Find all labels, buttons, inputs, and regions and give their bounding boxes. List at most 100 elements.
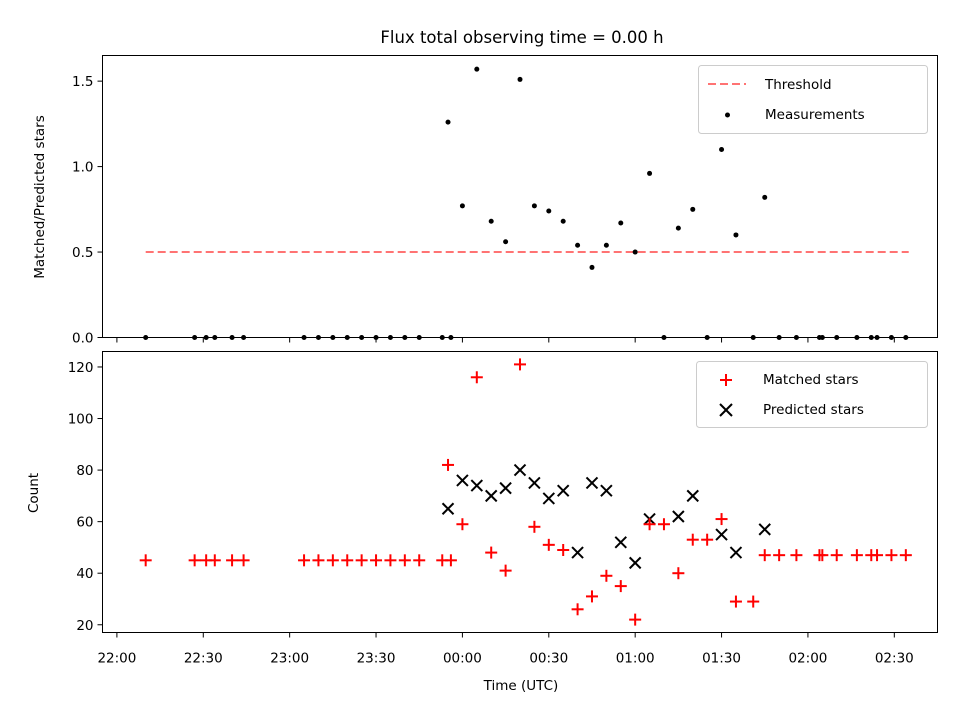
predicted-star-marker-stroke (628, 556, 642, 570)
predicted-star-marker-stroke (758, 523, 771, 536)
matched-star-marker (657, 518, 670, 531)
predicted-star-marker (513, 463, 527, 477)
predicted-star-marker (758, 523, 771, 536)
bottom-x-tick-label: 23:30 (357, 651, 396, 667)
predicted-star-marker (600, 484, 613, 497)
bottom-legend-box (696, 361, 928, 428)
matched-star-marker (686, 533, 699, 546)
predicted-stars-markers (441, 463, 771, 570)
matched-star-marker (758, 549, 771, 562)
matched-star-marker (499, 564, 512, 577)
predicted-star-marker (441, 502, 455, 515)
matched-star-marker (208, 554, 221, 567)
matched-star-marker (557, 544, 570, 557)
matched-stars-markers (139, 358, 912, 626)
predicted-star-marker-stroke (484, 489, 498, 503)
bottom-x-axis-ticks: 22:00 22:30 23:00 23:30 00:00 00:30 01:00 01:30… (97, 632, 914, 667)
matched-star-marker (188, 554, 201, 567)
predicted-star-marker-stroke (585, 476, 599, 490)
top-legend-box (698, 65, 928, 134)
legend-matched-swatch (720, 374, 732, 386)
flux-ratio-panel: Flux total observing time = 0.00 h Match… (32, 28, 938, 347)
matched-star-marker (729, 595, 742, 608)
predicted-star-marker-stroke (470, 479, 484, 492)
predicted-star-marker-stroke (614, 536, 627, 549)
matched-star-marker (571, 603, 584, 616)
bottom-x-tick-label: 00:00 (443, 651, 482, 667)
matched-star-marker (384, 554, 397, 567)
predicted-star-marker-stroke (456, 474, 469, 487)
measurement-point (445, 119, 451, 125)
legend-measurements-label: Measurements (765, 107, 865, 123)
matched-star-marker (237, 554, 250, 567)
legend-predicted-label: Predicted stars (763, 402, 864, 418)
bottom-x-axis-label: Time (UTC) (483, 678, 559, 694)
legend-matched-label: Matched stars (763, 372, 859, 388)
top-y-tick-label: 1.5 (72, 74, 93, 90)
predicted-star-marker (571, 546, 584, 559)
predicted-star-marker (729, 546, 743, 559)
top-y-tick-label: 0.0 (72, 331, 93, 347)
measurement-point (603, 242, 609, 248)
matched-star-marker (398, 554, 411, 567)
predicted-star-marker (499, 481, 512, 495)
matched-star-marker (341, 554, 354, 567)
measurement-point (733, 232, 739, 238)
matched-star-marker (226, 554, 239, 567)
matched-star-marker (444, 554, 457, 567)
matched-star-marker (456, 518, 469, 531)
top-y-tick-label: 0.5 (72, 245, 93, 261)
predicted-star-marker-stroke (542, 492, 556, 505)
bottom-x-tick-label: 01:30 (702, 651, 741, 667)
matched-star-marker (298, 554, 311, 567)
bottom-x-tick-label: 22:30 (184, 651, 223, 667)
predicted-star-marker (628, 556, 642, 570)
measurement-point (690, 206, 696, 212)
top-y-axis-label: Matched/Predicted stars (32, 115, 48, 278)
predicted-star-marker (686, 489, 699, 503)
matched-star-marker (600, 569, 613, 582)
predicted-star-marker-stroke (686, 489, 699, 503)
matched-star-marker (816, 549, 829, 562)
matched-star-marker (672, 567, 685, 580)
matched-star-marker (485, 546, 498, 559)
matched-star-marker (139, 554, 152, 567)
predicted-star-marker-stroke (571, 546, 584, 559)
bottom-x-tick-label: 22:00 (97, 651, 136, 667)
predicted-star-marker (614, 536, 627, 549)
top-y-tick-label: 1.0 (72, 160, 93, 176)
predicted-star-marker-stroke (729, 546, 743, 559)
bottom-x-tick-label: 02:30 (875, 651, 914, 667)
matched-star-marker (413, 554, 426, 567)
predicted-star-marker (585, 476, 599, 490)
chart-title: Flux total observing time = 0.00 h (380, 28, 663, 47)
measurement-points (143, 66, 909, 340)
bottom-legend: Matched stars Predicted stars (696, 361, 928, 428)
predicted-star-marker (484, 489, 498, 503)
bottom-plot-frame (102, 351, 938, 633)
measurement-point (719, 147, 725, 152)
predicted-star-marker-stroke (441, 502, 455, 515)
matched-star-marker (470, 371, 483, 384)
bottom-y-tick-label: 100 (68, 412, 94, 428)
measurement-point (560, 218, 566, 224)
bottom-y-tick-label: 40 (76, 566, 93, 582)
matched-star-marker (747, 595, 760, 608)
bottom-y-axis-ticks: 20 40 60 80 100 120 (68, 360, 103, 634)
matched-star-marker (312, 554, 325, 567)
predicted-star-marker-stroke (715, 528, 728, 541)
measurement-point (589, 264, 595, 270)
measurement-point (762, 194, 768, 200)
matched-star-marker (830, 549, 843, 562)
measurement-point (675, 225, 681, 231)
measurement-point (632, 249, 638, 255)
predicted-star-marker (556, 484, 570, 497)
matched-star-marker (542, 538, 555, 551)
predicted-star-marker-stroke (672, 510, 685, 523)
matched-star-marker (614, 580, 627, 593)
bottom-x-tick-label: 01:00 (616, 651, 655, 667)
matched-star-marker (629, 613, 642, 626)
measurement-point (531, 203, 537, 209)
